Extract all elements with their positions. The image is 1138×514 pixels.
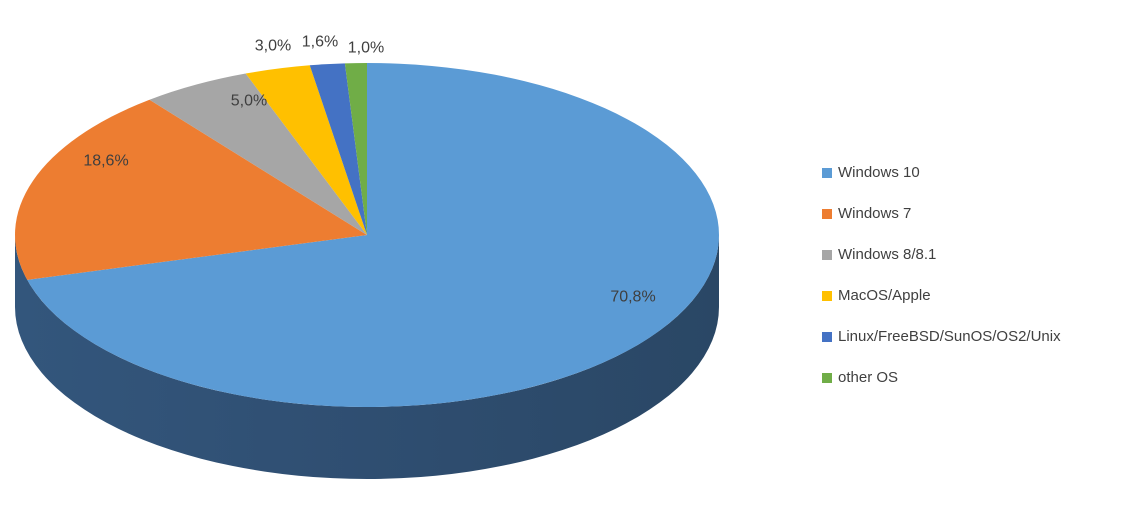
legend-item-label: other OS (838, 369, 899, 386)
legend-swatch-icon (822, 209, 832, 219)
pie-slice-windows-10 (27, 63, 720, 407)
legend-item-windows-10: Windows 10 (822, 165, 920, 181)
slice-percentage-label-windows-10: 70,8% (610, 289, 655, 306)
slice-percentage-label-other-os: 1,0% (348, 40, 384, 57)
legend-item-windows-7: Windows 7 (822, 206, 911, 222)
legend-swatch-icon (822, 291, 832, 301)
slice-percentage-label-windows-8-8-1: 5,0% (231, 93, 267, 110)
pie-slice-windows-8-8-1 (149, 73, 367, 235)
legend-swatch-icon (822, 168, 832, 178)
pie-side-wall (15, 235, 719, 479)
pie-slice-windows-7 (15, 99, 368, 280)
legend-item-macos-apple: MacOS/Apple (822, 288, 931, 304)
pie-slice-macos-apple (245, 65, 367, 235)
legend-item-linux-freebsd-sunos-os2-unix: Linux/FreeBSD/SunOS/OS2/Unix (822, 329, 1061, 345)
legend-swatch-icon (822, 373, 832, 383)
legend-item-label: Linux/FreeBSD/SunOS/OS2/Unix (838, 328, 1061, 345)
legend-item-label: Windows 10 (838, 164, 920, 181)
pie-slice-linux-freebsd-sunos-os2-unix (309, 63, 367, 236)
slice-percentage-label-windows-7: 18,6% (83, 153, 128, 170)
slice-percentage-label-macos-apple: 3,0% (255, 38, 291, 55)
legend-item-windows-8-8-1: Windows 8/8.1 (822, 247, 936, 263)
legend-item-label: Windows 8/8.1 (838, 246, 937, 263)
slice-percentage-label-linux-freebsd-sunos-os2-unix: 1,6% (302, 34, 338, 51)
legend-swatch-icon (822, 250, 832, 260)
pie-slice-other-os (344, 63, 367, 235)
legend-swatch-icon (822, 332, 832, 342)
legend-item-label: MacOS/Apple (838, 287, 931, 304)
legend-item-other-os: other OS (822, 370, 898, 386)
legend-item-label: Windows 7 (838, 205, 912, 222)
